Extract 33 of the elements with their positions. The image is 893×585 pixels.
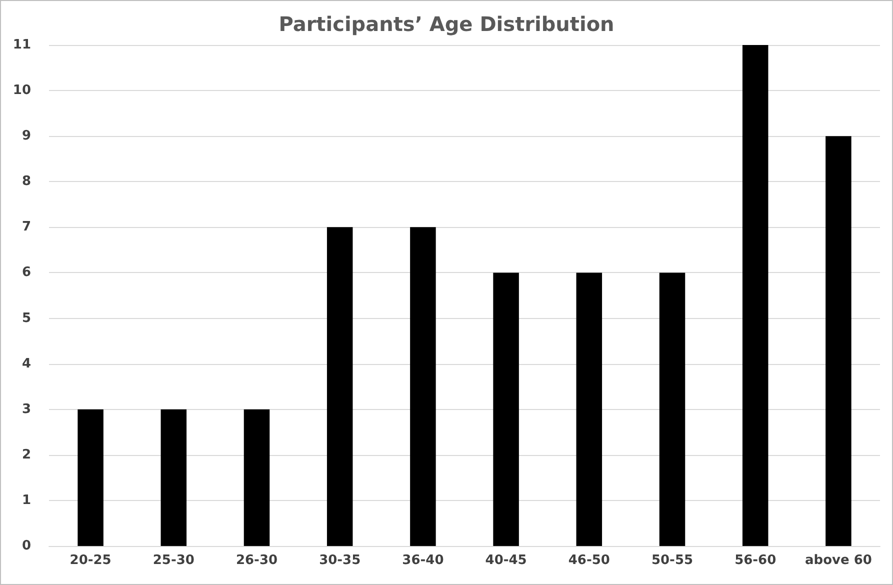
y-tick-label: 0 — [22, 538, 31, 554]
bar — [326, 227, 353, 546]
y-tick-label: 5 — [22, 310, 31, 326]
y-tick-label: 10 — [12, 83, 31, 98]
bar — [826, 136, 852, 546]
bar — [576, 272, 602, 546]
y-tick-label: 8 — [22, 174, 31, 190]
y-tick-label: 9 — [22, 128, 31, 144]
x-tick-label: 56-60 — [734, 553, 776, 568]
bar — [659, 272, 686, 546]
bar — [410, 227, 436, 546]
chart-title: Participants’ Age Distribution — [278, 12, 614, 36]
x-tick-label: 36-40 — [402, 553, 444, 568]
y-tick-label: 11 — [12, 38, 31, 52]
bar — [78, 409, 104, 546]
x-tick-label: 46-50 — [568, 553, 610, 568]
y-tick-label: 6 — [22, 265, 31, 280]
x-tick-label: above 60 — [804, 553, 872, 568]
y-tick-label: 3 — [22, 402, 31, 417]
bar — [160, 409, 187, 546]
x-tick-label: 20-25 — [70, 553, 112, 568]
x-tick-label: 30-35 — [319, 553, 361, 568]
x-tick-label: 50-55 — [651, 553, 694, 568]
x-tick-label: 26-30 — [236, 553, 278, 568]
y-tick-label: 4 — [22, 356, 31, 372]
bar — [742, 45, 768, 546]
x-tick-label: 25-30 — [152, 553, 194, 568]
y-tick-label: 2 — [22, 447, 31, 462]
bar — [493, 272, 519, 546]
x-tick-label: 40-45 — [485, 553, 527, 568]
y-tick-label: 7 — [22, 220, 31, 235]
y-tick-label: 1 — [22, 492, 31, 508]
bar — [244, 409, 270, 546]
